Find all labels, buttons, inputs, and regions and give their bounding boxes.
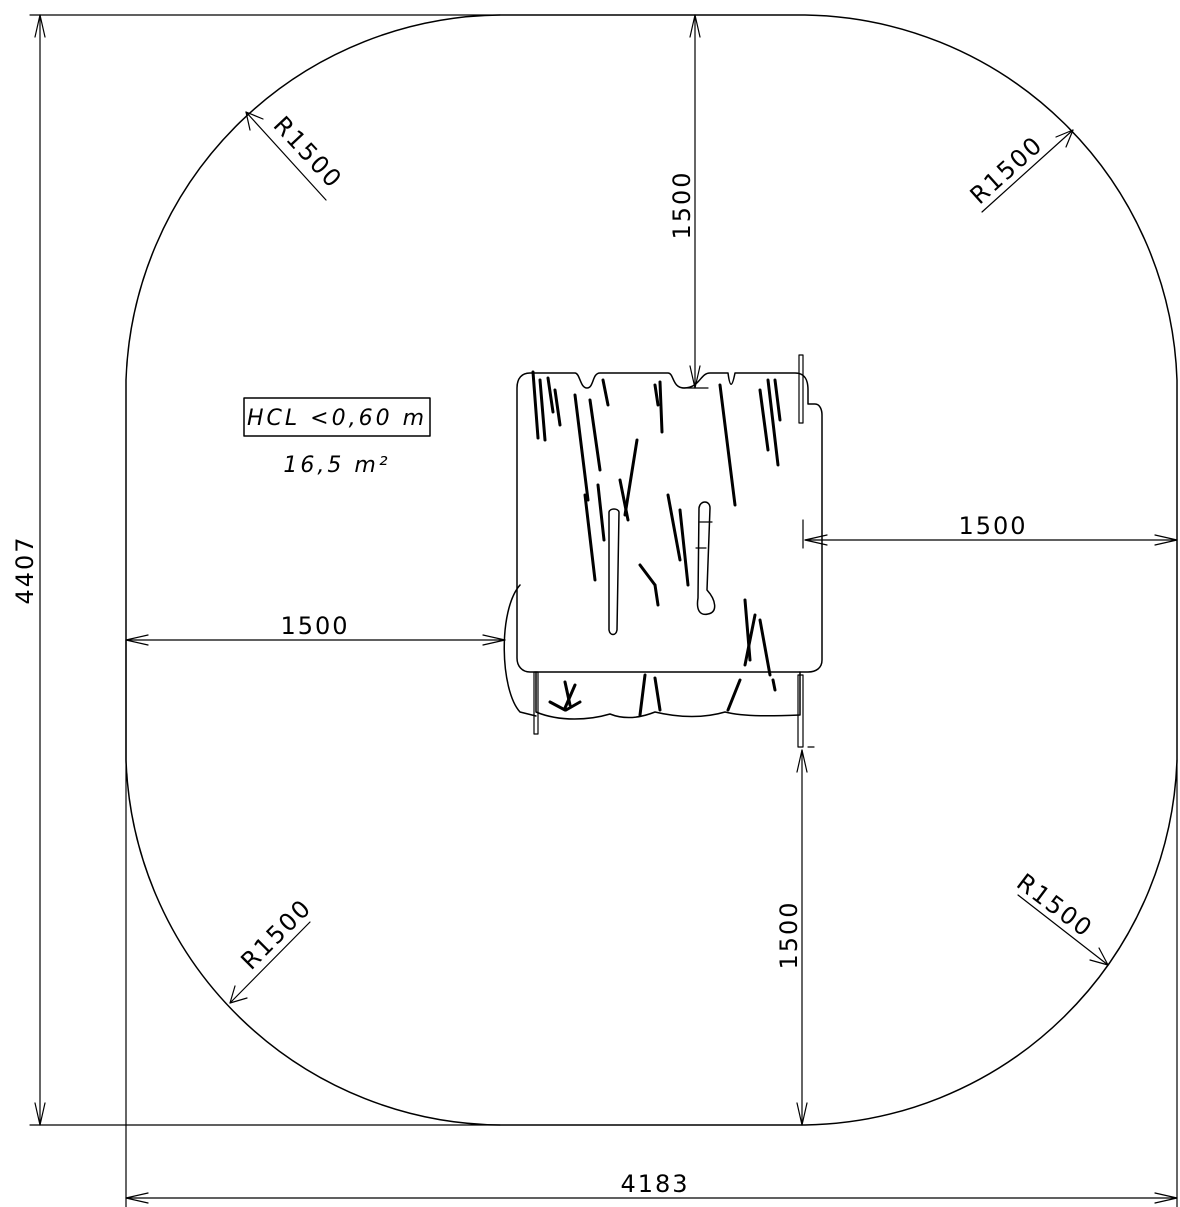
dimension-label-top: 1500: [668, 170, 696, 239]
extension-lines: [29, 14, 1178, 1207]
radius-callout-bottom-right: R1500: [1011, 868, 1109, 966]
area-label: 16,5 m²: [283, 453, 390, 478]
safety-zone-outline: [125, 14, 1178, 1126]
hcl-label: HCL <0,60 m: [247, 406, 427, 431]
radius-callout-top-left: R1500: [245, 111, 348, 201]
radius-label-bottom-right: R1500: [1011, 868, 1098, 943]
dimension-label-height: 4407: [11, 535, 39, 604]
dimension-clearance-top: 1500: [668, 14, 709, 389]
hcl-note: HCL <0,60 m 16,5 m²: [243, 397, 431, 478]
equipment-top-view: [503, 354, 823, 748]
radius-label-bottom-left: R1500: [235, 893, 317, 975]
dimension-label-width: 4183: [620, 1170, 689, 1198]
radius-label-top-left: R1500: [268, 111, 348, 194]
dimension-clearance-right: 1500: [802, 512, 1178, 549]
dimension-label-left: 1500: [280, 612, 349, 640]
radius-label-top-right: R1500: [965, 130, 1049, 210]
dimension-overall-width: 4183: [125, 1170, 1178, 1204]
dimension-clearance-left: 1500: [125, 612, 506, 646]
dimension-clearance-bottom: 1500: [775, 749, 808, 1126]
dimension-label-bottom: 1500: [775, 900, 803, 969]
dimension-label-right: 1500: [958, 512, 1027, 540]
radius-callout-top-right: R1500: [965, 129, 1074, 213]
radius-callout-bottom-left: R1500: [229, 893, 317, 1004]
dimension-overall-height: 4407: [11, 14, 46, 1126]
